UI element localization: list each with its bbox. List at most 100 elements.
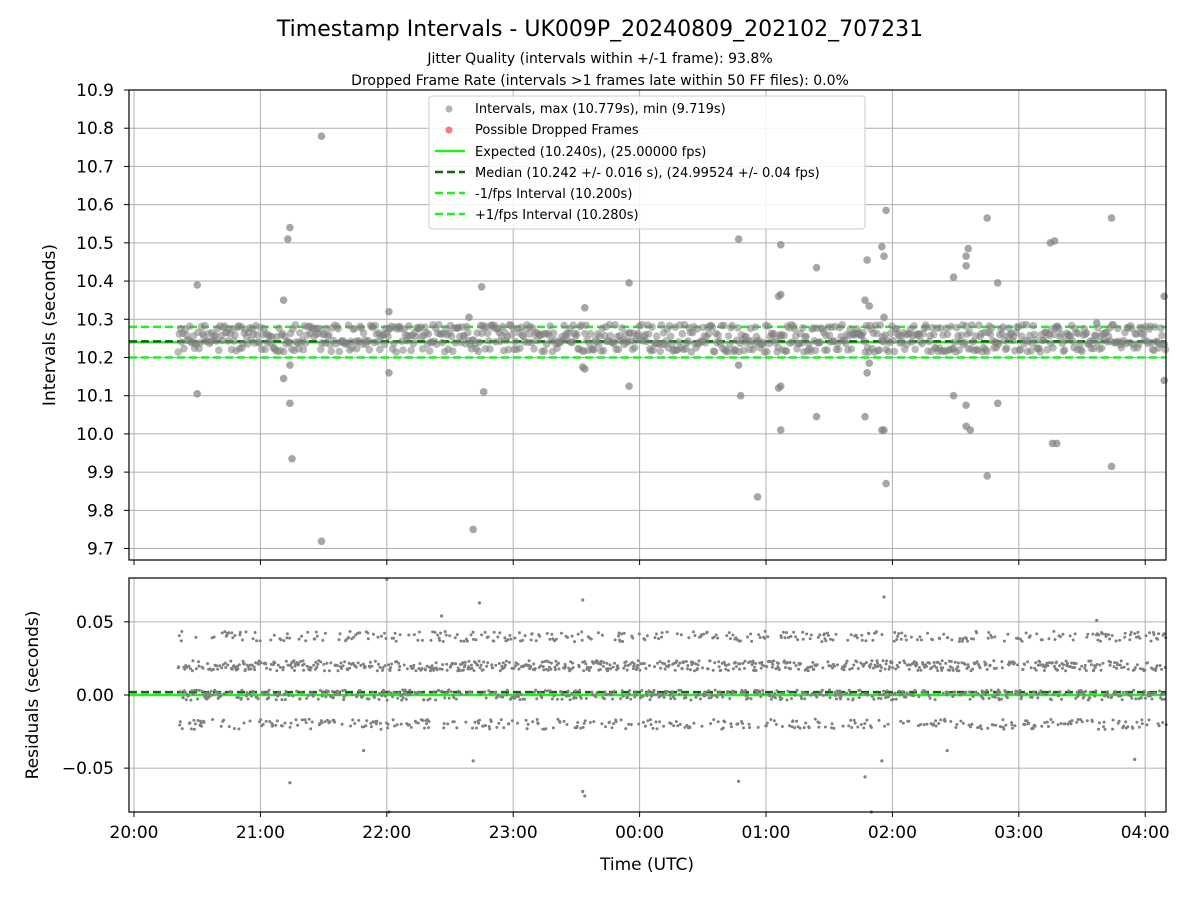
- residual-point: [218, 664, 222, 668]
- residual-point: [248, 692, 251, 695]
- residual-point: [787, 636, 790, 639]
- interval-point: [911, 345, 919, 354]
- interval-point: [211, 331, 220, 340]
- residual-point: [956, 661, 960, 665]
- residual-point: [526, 722, 530, 726]
- interval-point: [315, 324, 324, 333]
- residual-point: [866, 692, 870, 696]
- residual-point: [934, 719, 938, 723]
- residual-point: [274, 698, 278, 702]
- residual-point: [816, 635, 820, 639]
- interval-point: [986, 330, 995, 338]
- residual-point: [1051, 692, 1055, 696]
- residual-point: [813, 717, 817, 721]
- residual-point: [966, 663, 970, 667]
- residual-point: [826, 660, 830, 664]
- residual-point: [496, 635, 500, 639]
- residual-point: [855, 660, 859, 664]
- residual-point: [1148, 631, 1151, 635]
- interval-point: [483, 329, 492, 338]
- residual-point: [239, 696, 243, 700]
- residual-point: [608, 720, 611, 724]
- residual-point: [658, 720, 662, 724]
- interval-outlier-point: [317, 132, 326, 141]
- residual-point: [1060, 697, 1063, 701]
- x-tick-label: 21:00: [236, 823, 285, 843]
- residual-point: [1110, 695, 1114, 699]
- interval-point: [838, 321, 846, 329]
- residual-point: [347, 636, 351, 639]
- residual-point: [1135, 663, 1139, 667]
- residual-point: [938, 662, 942, 666]
- residual-point: [685, 667, 689, 671]
- residual-point: [686, 664, 690, 667]
- residual-point: [219, 694, 223, 698]
- residual-point: [769, 697, 773, 701]
- residual-point: [490, 663, 494, 667]
- residual-point: [1038, 660, 1042, 664]
- interval-point: [614, 345, 623, 354]
- residual-point: [744, 689, 747, 692]
- residual-outlier-point: [288, 781, 292, 785]
- residual-point: [230, 631, 234, 635]
- interval-outlier-point: [882, 479, 890, 488]
- residual-point: [763, 636, 767, 640]
- residual-point: [1157, 632, 1161, 636]
- residual-point: [621, 694, 625, 698]
- residual-point: [560, 631, 563, 635]
- interval-outlier-point: [465, 313, 473, 322]
- residual-point: [489, 720, 493, 723]
- interval-outlier-point: [193, 281, 201, 289]
- interval-outlier-point: [964, 244, 973, 253]
- residual-point: [920, 638, 923, 642]
- residual-point: [398, 633, 402, 637]
- residual-point: [420, 667, 424, 670]
- residual-point: [794, 635, 798, 639]
- residual-point: [316, 662, 320, 666]
- interval-point: [279, 347, 288, 356]
- x-tick-label: 22:00: [362, 823, 411, 843]
- residuals-y-ticks: −0.050.000.05: [62, 613, 129, 779]
- interval-point: [569, 321, 578, 330]
- interval-point: [498, 322, 507, 331]
- residual-point: [382, 691, 386, 695]
- residual-point: [783, 636, 787, 640]
- residual-point: [456, 666, 460, 670]
- interval-outlier-point: [776, 290, 785, 299]
- residual-point: [909, 635, 913, 639]
- residual-point: [647, 689, 651, 693]
- residual-point: [1045, 661, 1049, 665]
- residual-point: [1050, 661, 1054, 665]
- residual-point: [391, 695, 395, 699]
- residual-point: [1066, 661, 1070, 665]
- residual-point: [215, 664, 219, 668]
- residual-point: [985, 668, 989, 671]
- residual-point: [651, 693, 654, 697]
- residual-point: [554, 637, 558, 641]
- residual-point: [343, 688, 347, 692]
- residual-point: [323, 720, 327, 724]
- interval-point: [910, 322, 918, 330]
- interval-point: [987, 324, 996, 332]
- interval-outlier-point: [479, 388, 488, 396]
- residual-point: [998, 690, 1002, 694]
- residual-point: [223, 661, 227, 665]
- residual-point: [227, 631, 231, 635]
- residual-point: [1083, 666, 1087, 670]
- residual-point: [1026, 660, 1030, 664]
- residual-point: [659, 666, 663, 670]
- residual-point: [267, 688, 271, 692]
- residual-point: [351, 718, 355, 722]
- residual-point: [614, 720, 618, 724]
- residual-point: [719, 668, 723, 672]
- residual-point: [196, 697, 199, 701]
- interval-point: [418, 345, 427, 353]
- residual-point: [381, 668, 384, 672]
- interval-point: [841, 339, 850, 348]
- residual-point: [780, 697, 784, 700]
- residual-point: [249, 667, 253, 671]
- residual-point: [552, 694, 556, 698]
- residual-point: [319, 719, 323, 723]
- residual-point: [400, 692, 404, 696]
- residual-point: [678, 722, 682, 726]
